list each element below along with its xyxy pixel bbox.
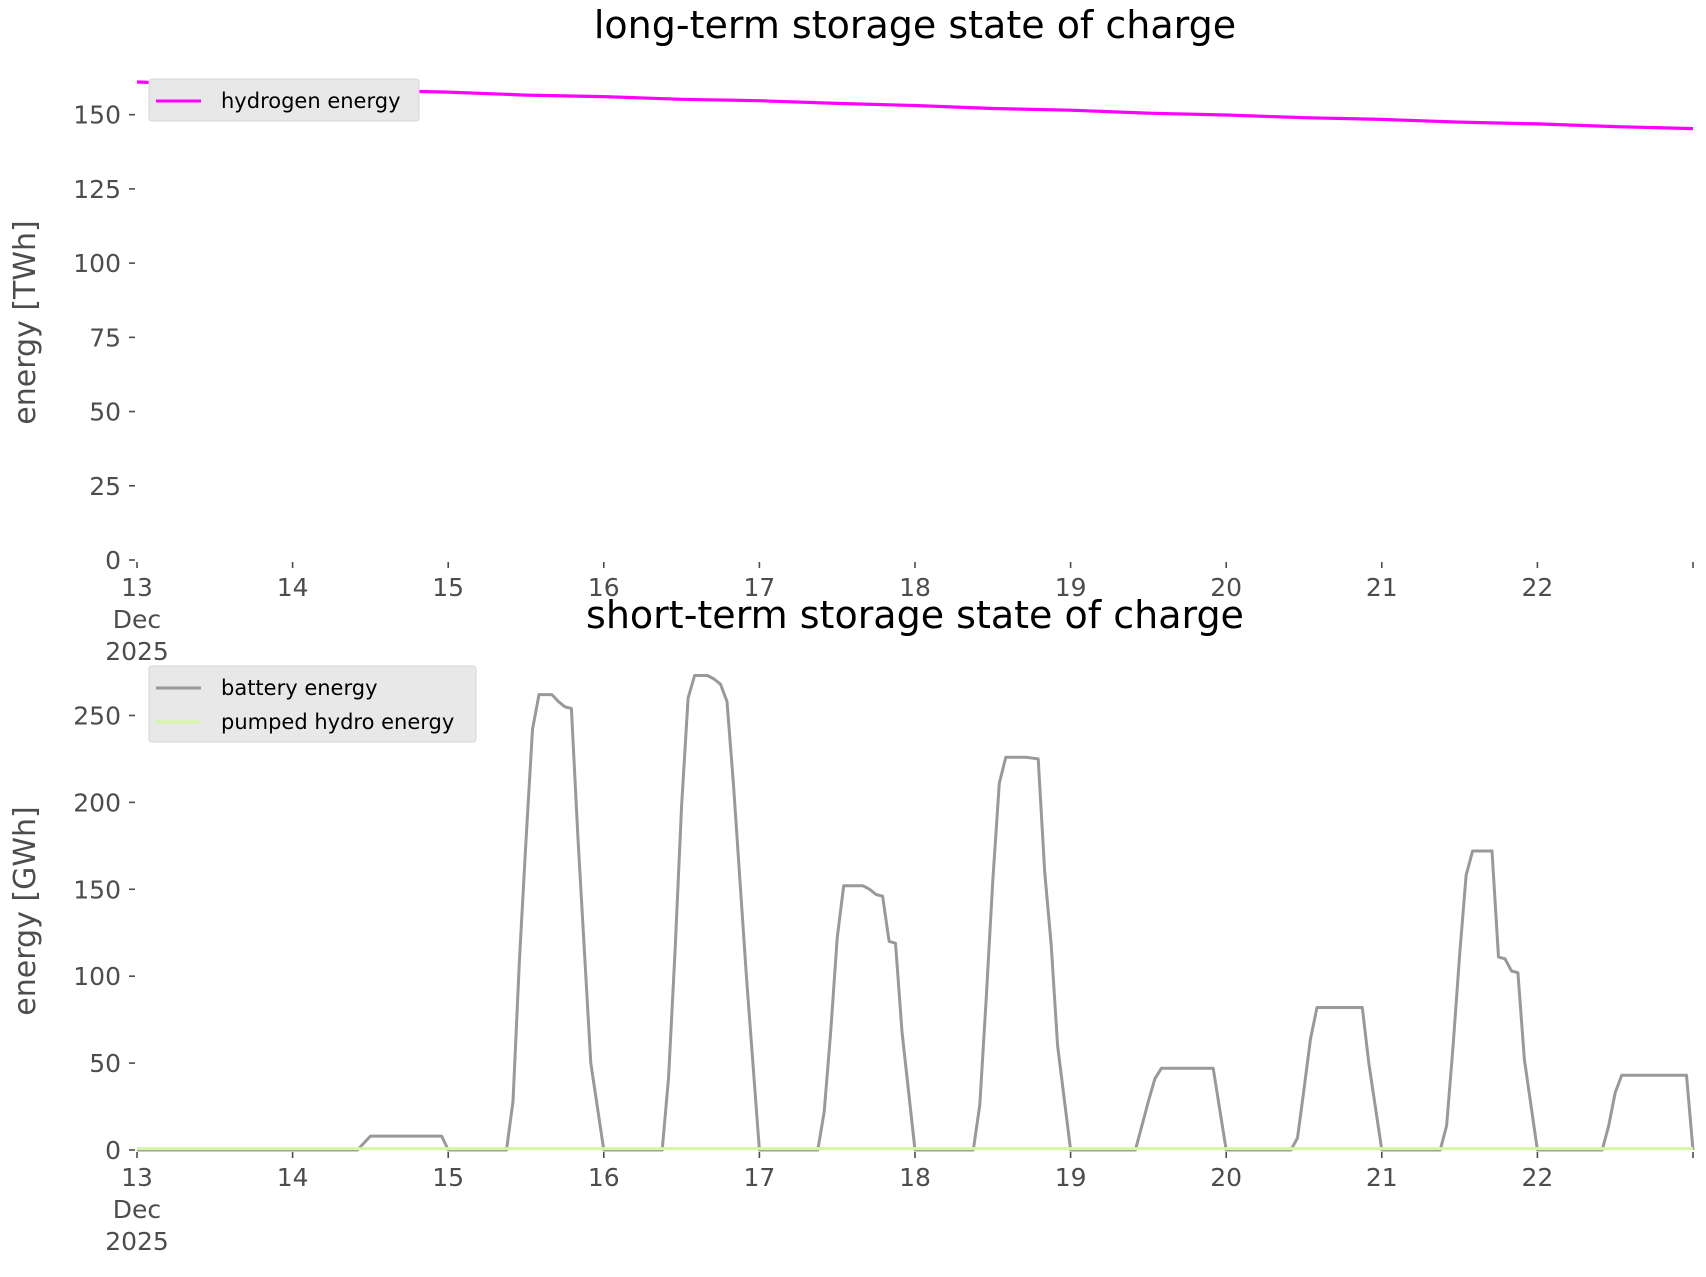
x-tick-label: 20 — [1210, 573, 1242, 602]
x-tick-label: 18 — [899, 1163, 931, 1192]
x-tick-label: 22 — [1521, 1163, 1553, 1192]
legend: hydrogen energy — [148, 78, 420, 122]
x-tick-label: 13 — [121, 573, 153, 602]
y-tick-label: 50 — [89, 398, 121, 427]
y-tick-label: 0 — [105, 1136, 121, 1165]
y-tick-label: 100 — [73, 962, 121, 991]
y-axis-label: energy [GWh] — [8, 806, 43, 1015]
y-tick-label: 200 — [73, 788, 121, 817]
chart-title: long-term storage state of charge — [594, 3, 1236, 47]
legend-label: battery energy — [221, 676, 378, 700]
x-tick-label: 22 — [1521, 573, 1553, 602]
y-tick-label: 150 — [73, 875, 121, 904]
y-tick-label: 50 — [89, 1049, 121, 1078]
chart-long-term-storage: long-term storage state of charge energy … — [8, 3, 1694, 666]
x-tick-label: 21 — [1366, 573, 1398, 602]
x-tick-label: 14 — [277, 573, 309, 602]
series-line-battery-energy — [137, 674, 1695, 1152]
y-tick-label: 100 — [73, 249, 121, 278]
x-tick-label: 2025 — [105, 637, 169, 666]
legend-label: hydrogen energy — [221, 89, 401, 113]
x-tick-label: 19 — [1055, 1163, 1087, 1192]
x-tick-label: 18 — [899, 573, 931, 602]
y-tick-label: 75 — [89, 323, 121, 352]
chart-title: short-term storage state of charge — [586, 593, 1244, 637]
x-tick-label: 13 — [121, 1163, 153, 1192]
legend: battery energy pumped hydro energy — [148, 665, 477, 743]
x-tick-label: Dec — [113, 605, 161, 634]
x-tick-label: 15 — [432, 1163, 464, 1192]
y-tick-label: 25 — [89, 472, 121, 501]
y-tick-label: 0 — [105, 546, 121, 575]
x-tick-label: 17 — [743, 1163, 775, 1192]
legend-box — [148, 78, 420, 122]
x-tick-label: 20 — [1210, 1163, 1242, 1192]
x-tick-label: 2025 — [105, 1227, 169, 1256]
x-tick-label: 19 — [1055, 573, 1087, 602]
legend-box — [148, 665, 477, 743]
chart-short-term-storage: short-term storage state of charge energy… — [8, 593, 1695, 1256]
x-tick-label: 15 — [432, 573, 464, 602]
x-tick-label: 14 — [277, 1163, 309, 1192]
y-tick-label: 150 — [73, 101, 121, 130]
y-axis-label: energy [TWh] — [8, 220, 43, 424]
x-tick-label: 16 — [588, 573, 620, 602]
x-tick-label: 21 — [1366, 1163, 1398, 1192]
x-tick-label: 16 — [588, 1163, 620, 1192]
legend-label: pumped hydro energy — [221, 710, 454, 734]
x-tick-label: 17 — [743, 573, 775, 602]
y-tick-label: 250 — [73, 701, 121, 730]
x-tick-label: Dec — [113, 1195, 161, 1224]
y-tick-label: 125 — [73, 175, 121, 204]
